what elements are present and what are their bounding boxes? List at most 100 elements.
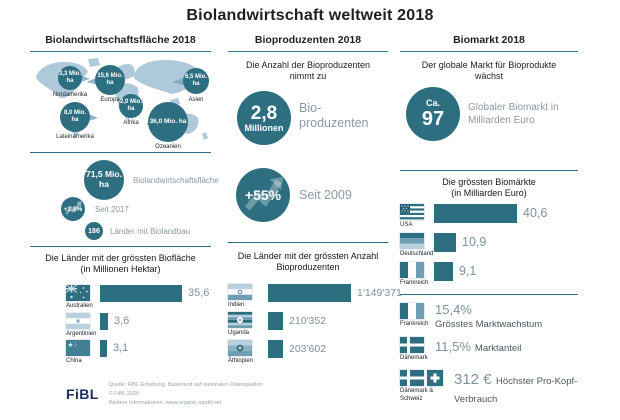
header-area-column: Biolandwirtschaftsfläche 2018 [30, 34, 211, 52]
producers-growth-label: Seit 2009 [299, 188, 352, 202]
market-intro: Der globale Markt für Bioprodukte wächst [421, 60, 557, 82]
bar-row-uganda: Uganda 210'352 [228, 312, 326, 336]
bar-deutschland [434, 233, 456, 252]
australien-flag-icon [66, 285, 90, 301]
market-stat-label: Globaler Biomarkt in Milliarden Euro [468, 102, 559, 126]
daenemark-flag-icon [400, 337, 424, 353]
bar-value: 1'149'371 [357, 287, 402, 299]
bar-value: 3,6 [114, 315, 130, 327]
source-text: Quelle: FiBL-Erhebung. Basierend auf nat… [109, 381, 263, 407]
bar-country-label: Äthiopien [228, 358, 254, 364]
footer: FiBL Quelle: FiBL-Erhebung. Basierend au… [66, 381, 263, 407]
bar-value: 40,6 [523, 206, 548, 220]
frankreich-flag-icon [400, 262, 424, 278]
source-line: Quelle: FiBL-Erhebung. Basierend auf nat… [108, 382, 263, 388]
indien-flag-icon [228, 284, 252, 300]
stat-circle-producers-growth: +55% [236, 168, 290, 222]
bar-country-label: Uganda [228, 330, 250, 336]
bar-row-frankreich: Frankreich 9,1 [400, 262, 476, 286]
producers-chart-title: Die Länder mit der grössten Anzahl Biopr… [237, 251, 379, 273]
fact-label: Höchster Pro-Kopf-Verbrauch [454, 376, 578, 405]
bubble-lateinamerika: 8,0 Mio. ha [60, 102, 90, 132]
stat-countries-value: 186 [88, 227, 100, 235]
uganda-flag-icon [228, 312, 252, 328]
schweiz-flag-icon [427, 370, 443, 386]
producers-intro: Die Anzahl der Bioproduzenten nimmt zu [245, 60, 371, 82]
divider [228, 242, 388, 243]
bar-argentinien [100, 313, 108, 330]
bar-country-label: Deutschland [400, 251, 434, 257]
bar-value: 10,9 [462, 235, 487, 249]
usa-flag-icon [400, 204, 424, 220]
stat-area-growth-label: Seit 2017 [95, 205, 129, 214]
market-value-main: 97 [421, 107, 445, 130]
bar-usa [434, 204, 517, 223]
bar-australien [100, 285, 182, 302]
bar-country-label: Australien [66, 303, 93, 309]
bar-country-label: China [66, 358, 82, 364]
fact-row-marktanteil: Dänemark 11,5% Marktanteil [400, 337, 521, 361]
bar-value: 210'352 [289, 315, 327, 327]
stat-area-label: Biolandwirtschaftsfläche [133, 176, 219, 185]
bubble-afrika: 2,0 Mio. ha [119, 94, 143, 118]
fact-label: Grösstes Marktwachstum [435, 319, 543, 331]
stat-circle-area: 71,5 Mio. ha [84, 160, 124, 200]
bar-value: 35,6 [188, 287, 210, 299]
bar-aethiopien [268, 340, 283, 358]
bar-uganda [268, 312, 283, 330]
deutschland-flag-icon [400, 233, 424, 249]
bubble-label-nordamerika: Nordamerika [52, 92, 88, 98]
world-map: 3,3 Mio. ha Nordamerika 15,6 Mio. ha Eur… [30, 56, 212, 150]
producers-value-main: 2,8 [250, 102, 278, 124]
bubble-label-afrika: Afrika [123, 120, 139, 126]
bar-country-label: Frankreich [400, 280, 429, 286]
fibl-logo: FiBL [66, 386, 99, 403]
bar-country-label: Argentinien [66, 331, 97, 337]
source-line: © FiBL 2020 [108, 390, 140, 397]
growth-arrow-icon [64, 201, 82, 215]
bubble-nordamerika: 3,3 Mio. ha [58, 66, 82, 90]
growth-arrow-icon [244, 177, 284, 211]
producers-stat-label: Bio- produzenten [299, 101, 369, 130]
fact-value: 11,5% [435, 339, 471, 354]
bar-indien [268, 284, 351, 302]
bubble-label-europa: Europa [100, 97, 120, 103]
stat-area-growth-value: +2,9% [63, 205, 83, 213]
divider [400, 294, 578, 295]
stat-circle-market: Ca. 97 [406, 87, 460, 141]
market-value-prefix: Ca. [425, 98, 440, 109]
bar-row-argentinien: Argentinien 3,6 [66, 313, 129, 337]
bar-row-indien: Indien 1'149'371 [228, 284, 402, 308]
stat-countries-label: Länder mit Biolandbau [110, 227, 191, 236]
fact-country-label: Dänemark & Schweiz [400, 388, 434, 402]
fact-label: Marktanteil [474, 343, 522, 354]
fact-value: 312 € [454, 371, 492, 388]
bubble-label-asien: Asien [188, 97, 204, 103]
market-chart-title: Die grössten Biomärkte (in Milliarden Eu… [442, 177, 536, 199]
source-line: Weitere Informationen: www.organic-world… [108, 399, 222, 406]
fact-row-marktwachstum: Frankreich 15,4% Grösstes Marktwachstum [400, 302, 543, 331]
bar-row-australien: Australien 35,6 [66, 285, 209, 309]
bar-value: 203'602 [289, 343, 327, 355]
frankreich-flag-icon [400, 303, 424, 319]
bar-country-label: USA [400, 222, 413, 228]
fact-country-label: Frankreich [400, 321, 429, 327]
bar-china [100, 340, 107, 357]
bar-value: 3,1 [113, 342, 129, 354]
stat-circle-area-growth: +2,9% [61, 197, 85, 221]
stat-circle-producers: 2,8 Millionen [237, 91, 291, 145]
fact-country-label: Dänemark [400, 355, 428, 361]
bar-row-aethiopien: Äthiopien 203'602 [228, 340, 326, 364]
bar-row-usa: USA 40,6 [400, 204, 547, 228]
divider [30, 246, 211, 247]
area-chart-title: Die Länder mit der grössten Biofläche (i… [45, 253, 196, 275]
fact-row-pro-kopf: Dänemark & Schweiz 312 € Höchster Pro-Ko… [400, 370, 582, 407]
bar-row-china: China 3,1 [66, 340, 128, 364]
header-producers-column: Bioproduzenten 2018 [228, 34, 388, 52]
bar-country-label: Indien [228, 302, 245, 308]
divider [30, 152, 211, 153]
china-flag-icon [66, 340, 90, 356]
bubble-ozeanien: 36,0 Mio. ha [148, 102, 188, 142]
header-market-column: Biomarkt 2018 [400, 34, 578, 52]
